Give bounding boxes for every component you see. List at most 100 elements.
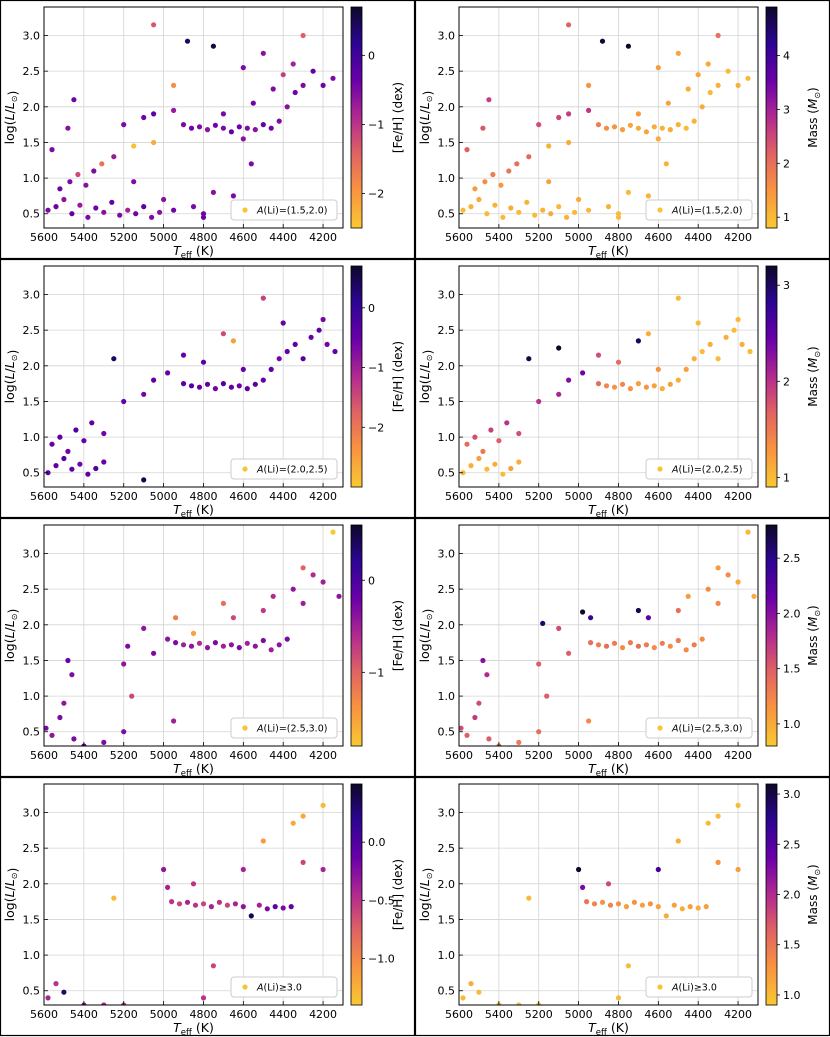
data-point <box>715 813 721 819</box>
data-point <box>486 736 492 742</box>
data-point <box>65 125 71 131</box>
data-point <box>599 899 606 905</box>
data-point <box>61 989 67 995</box>
colorbar-tick-label: 1 <box>783 211 790 224</box>
data-point <box>480 448 486 454</box>
data-point <box>486 97 492 103</box>
data-point <box>101 430 107 437</box>
x-tick-label: 4600 <box>644 490 672 503</box>
data-point <box>220 331 226 337</box>
data-point <box>725 68 731 74</box>
colorbar-tick-label: 0 <box>368 302 375 315</box>
x-tick-label: 4600 <box>644 1008 672 1021</box>
data-point <box>290 820 296 826</box>
data-point <box>484 672 490 678</box>
data-point <box>83 182 89 188</box>
data-point <box>645 615 652 621</box>
colorbar-tick-label: 3 <box>783 279 790 292</box>
data-point <box>675 637 681 644</box>
data-point <box>699 104 705 110</box>
data-point <box>260 377 266 383</box>
colorbar-label: Mass (M⊙) <box>806 87 822 147</box>
data-point <box>659 125 665 131</box>
data-point <box>117 212 123 218</box>
data-point <box>288 904 294 910</box>
data-point <box>516 459 522 465</box>
data-point <box>675 122 681 128</box>
y-axis-label: log(L/L⊙) <box>2 868 20 922</box>
data-point <box>685 86 691 92</box>
data-point <box>248 161 254 167</box>
data-point <box>121 729 127 735</box>
data-point <box>200 901 207 907</box>
data-point <box>643 642 650 648</box>
data-point <box>188 383 195 389</box>
data-point <box>216 899 222 905</box>
data-point <box>492 202 498 208</box>
y-tick-label: 0.5 <box>23 726 41 739</box>
data-point <box>566 22 572 28</box>
data-point <box>61 455 67 462</box>
data-point <box>280 320 286 326</box>
colorbar-tick-label: 0 <box>368 574 375 587</box>
y-tick-label: 1.5 <box>23 395 41 408</box>
data-point <box>599 38 606 44</box>
data-point <box>190 204 197 210</box>
data-point <box>169 899 175 905</box>
x-tick-label: 4800 <box>189 749 217 762</box>
data-point <box>584 899 590 905</box>
data-point <box>655 904 661 910</box>
data-point <box>324 341 330 347</box>
data-point <box>615 211 622 217</box>
data-point <box>526 356 532 362</box>
data-point <box>165 370 171 376</box>
colorbar-tick-label: 1.5 <box>783 663 801 676</box>
data-point <box>492 461 498 467</box>
data-point <box>196 640 203 646</box>
colorbar <box>350 783 363 1006</box>
data-point <box>699 348 705 355</box>
legend-box <box>645 458 753 480</box>
data-point <box>109 199 115 205</box>
data-point <box>516 209 522 215</box>
x-tick-label: 4200 <box>309 231 337 244</box>
data-point <box>290 61 296 67</box>
data-point <box>488 427 494 433</box>
colorbar <box>350 524 363 747</box>
x-tick-label: 5000 <box>565 1008 593 1021</box>
colorbar-label: [Fe/H] (dex) <box>391 859 405 930</box>
data-point <box>564 214 570 220</box>
data-point <box>260 50 266 56</box>
y-axis-label: log(L/L⊙) <box>417 609 435 663</box>
y-axis-label: log(L/L⊙) <box>2 91 20 145</box>
y-tick-label: 2.5 <box>438 583 456 596</box>
colorbar-tick-label: −1 <box>368 666 384 679</box>
y-tick-label: 2.0 <box>23 619 41 632</box>
data-point <box>190 630 197 637</box>
data-point <box>196 124 203 130</box>
data-point <box>619 127 626 133</box>
data-point <box>603 383 610 389</box>
y-tick-label: 0.5 <box>23 985 41 998</box>
data-point <box>57 714 63 721</box>
data-point <box>131 179 137 185</box>
data-point <box>260 607 266 614</box>
points-group <box>45 295 338 483</box>
y-tick-label: 3.0 <box>438 807 456 820</box>
data-point <box>595 642 602 648</box>
y-tick-label: 1.5 <box>23 654 41 667</box>
data-point <box>244 386 250 392</box>
y-tick-label: 1.5 <box>23 913 41 926</box>
y-tick-label: 2.0 <box>438 878 456 891</box>
data-point <box>556 114 562 121</box>
data-point <box>675 377 681 383</box>
data-point <box>735 866 741 873</box>
data-point <box>615 995 622 1001</box>
colorbar-tick-label: 0.0 <box>368 836 386 849</box>
data-point <box>480 657 486 664</box>
data-point <box>667 381 673 387</box>
y-tick-label: 2.5 <box>23 65 41 78</box>
data-point <box>300 565 306 571</box>
data-point <box>204 645 211 651</box>
